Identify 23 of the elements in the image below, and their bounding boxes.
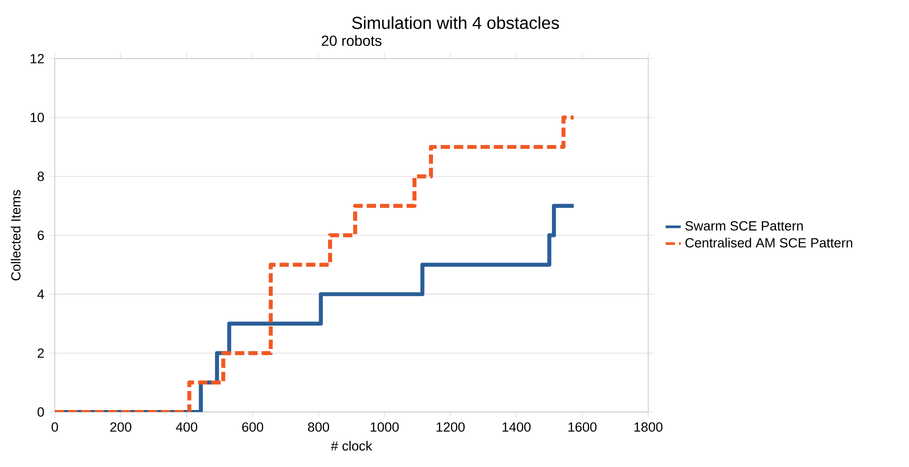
x-tick-label: 400 [176, 422, 198, 432]
x-tick-label: 1800 [634, 422, 662, 432]
x-tick-label: 600 [242, 422, 264, 432]
chart-title: Simulation with 4 obstacles [352, 16, 559, 30]
x-tick-label: 0 [52, 422, 58, 432]
legend-label: Swarm SCE Pattern [685, 221, 803, 231]
y-tick-label: 0 [38, 407, 44, 417]
y-tick-label: 8 [38, 172, 44, 182]
chart-subtitle: 20 robots [322, 35, 382, 46]
x-tick-label: 200 [110, 422, 132, 432]
y-tick-label: 12 [30, 54, 44, 64]
y-tick-label: 4 [37, 290, 44, 299]
x-axis-title: # clock [330, 440, 372, 451]
y-axis-title: Collected Items [10, 190, 21, 280]
y-tick-label: 10 [30, 112, 44, 122]
y-tick-label: 2 [38, 348, 44, 358]
x-tick-label: 1600 [568, 422, 597, 432]
x-tick-label: 1000 [370, 422, 399, 432]
y-tick-label: 6 [38, 230, 44, 240]
x-tick-label: 1200 [436, 422, 465, 432]
x-tick-label: 800 [308, 422, 330, 432]
x-tick-label: 1400 [502, 422, 531, 432]
legend-label: Centralised AM SCE Pattern [685, 238, 852, 248]
